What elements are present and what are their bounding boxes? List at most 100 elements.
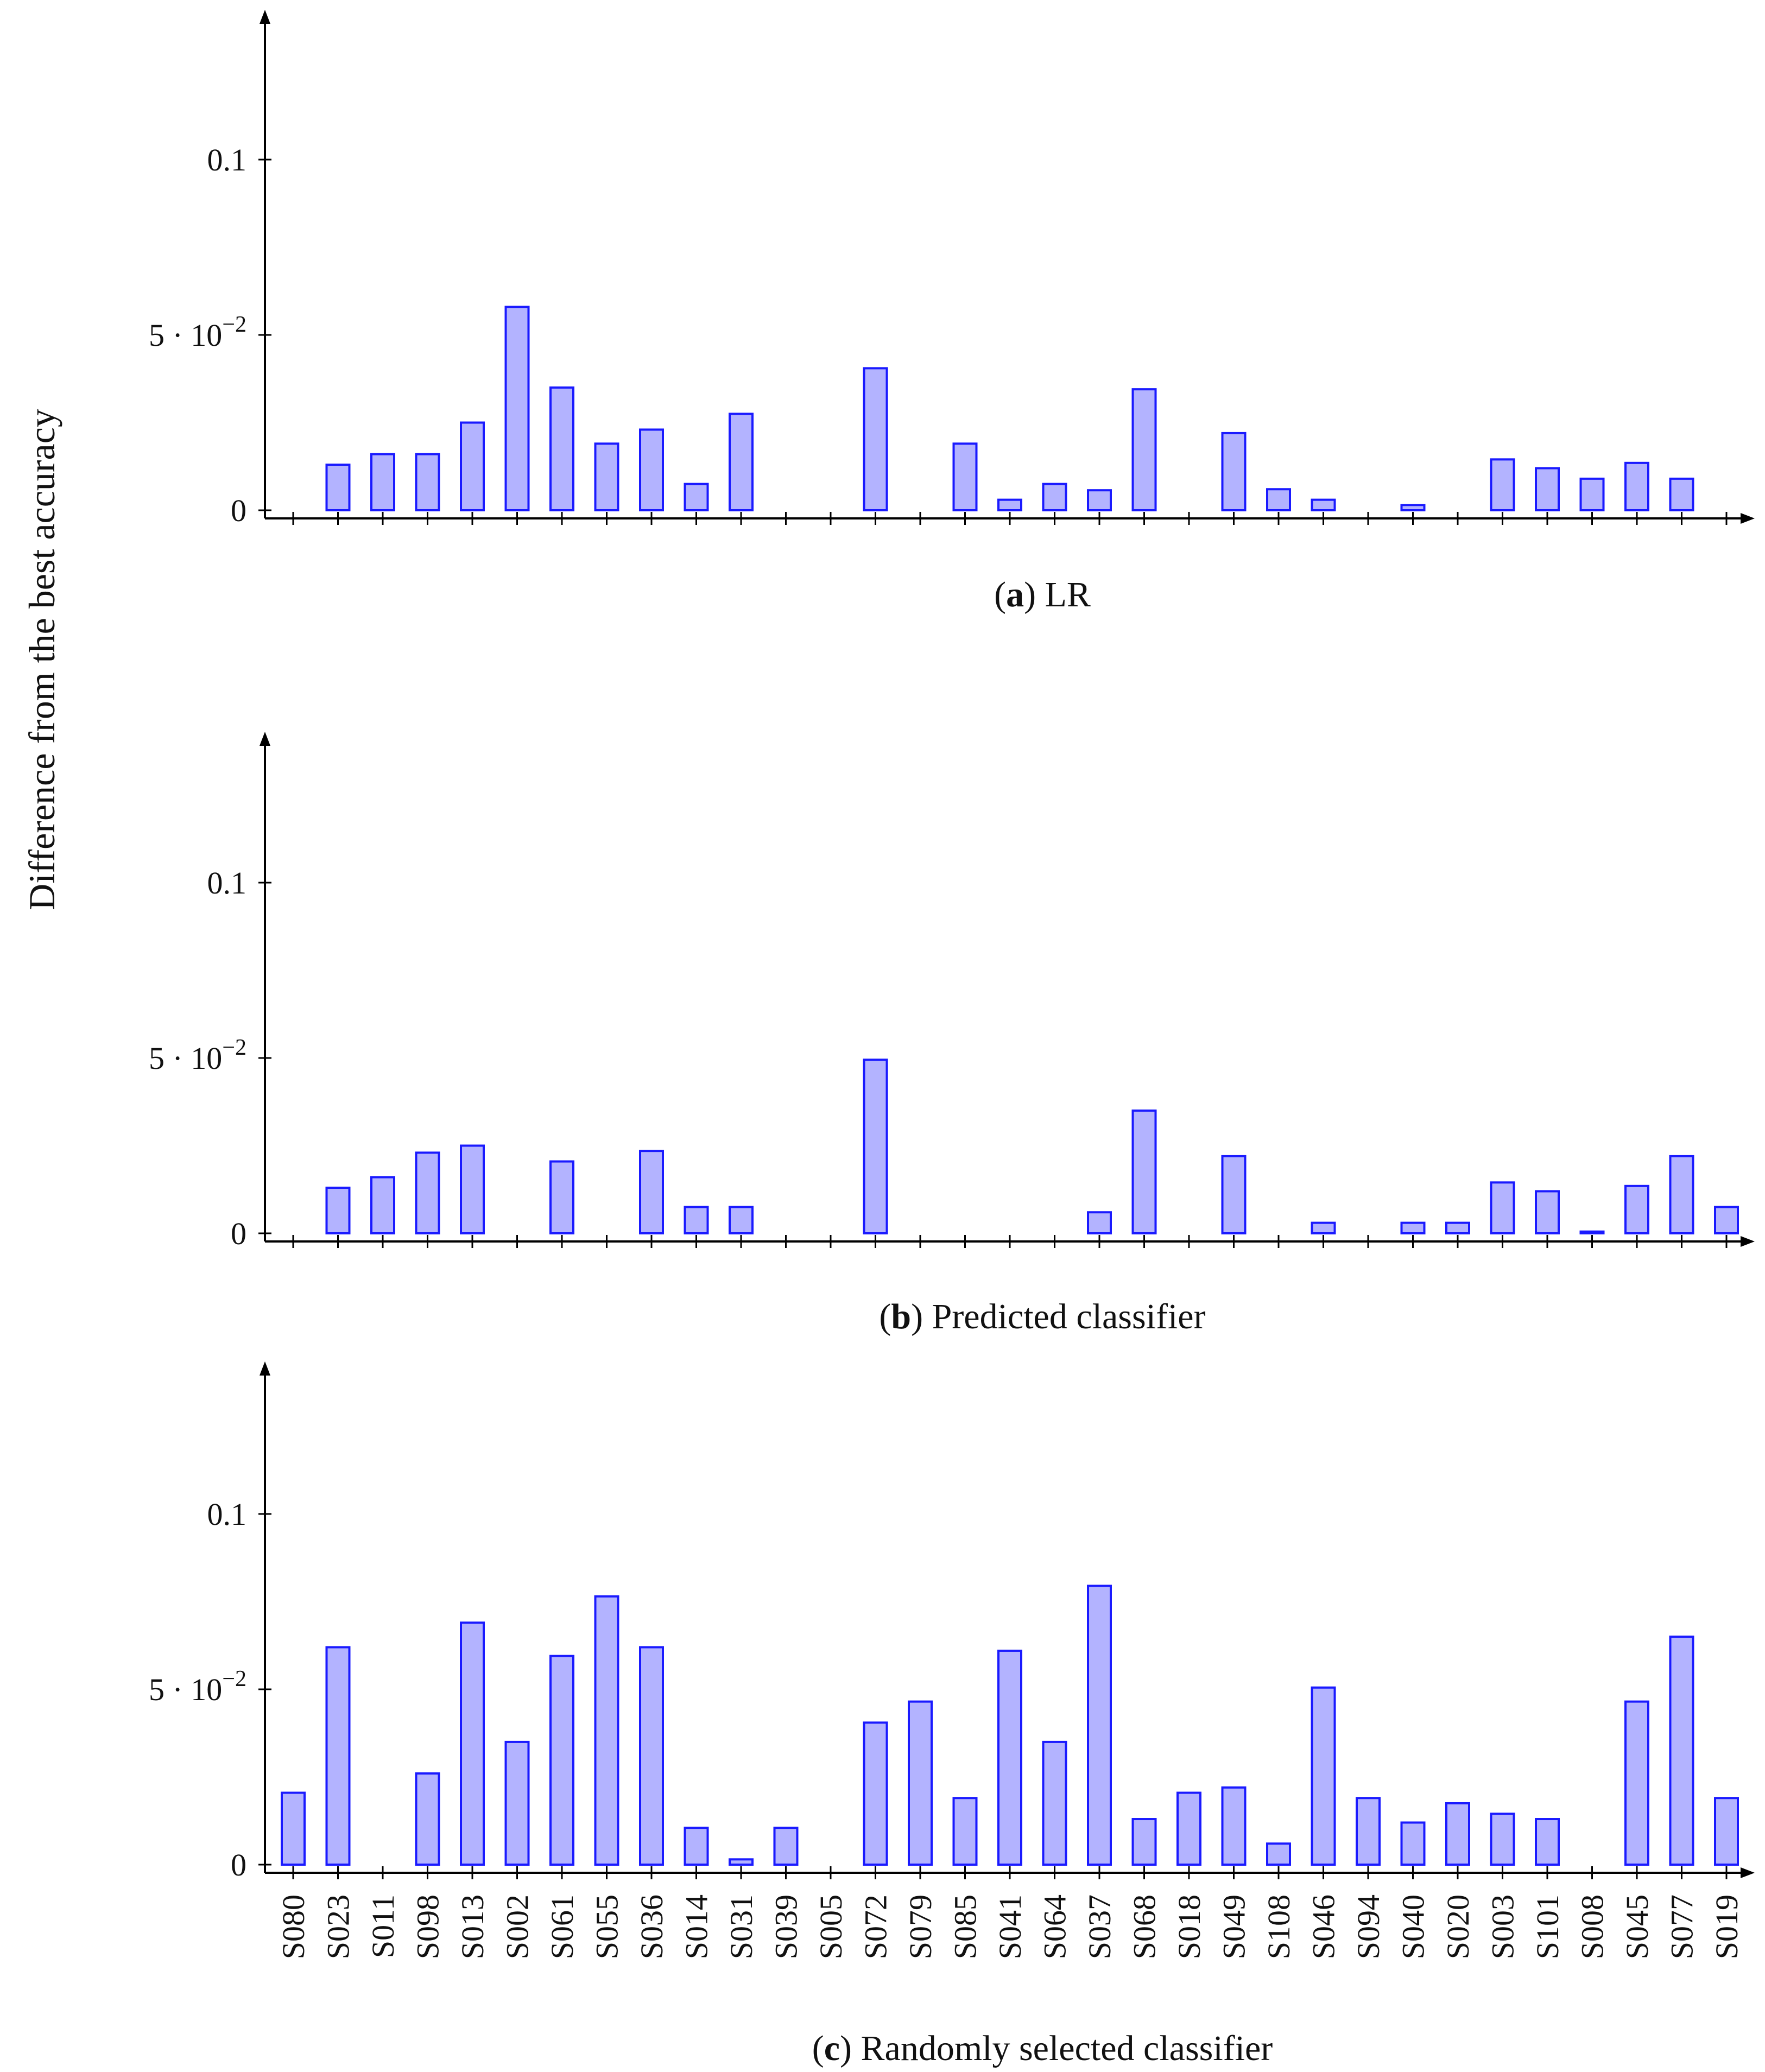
bar-S040 — [1400, 504, 1426, 511]
bar-S098 — [415, 1151, 440, 1234]
bar-S049 — [1221, 432, 1247, 511]
caption-a-letter: a — [1006, 575, 1024, 614]
category-label-S020: S020 — [1440, 1894, 1476, 1959]
bar-S011 — [370, 453, 395, 512]
category-label-S040: S040 — [1396, 1894, 1431, 1959]
bar-S077 — [1669, 1636, 1694, 1866]
category-label-S011: S011 — [365, 1894, 401, 1958]
y-tick-label-exponent: −2 — [222, 1667, 246, 1691]
bar-S108 — [1266, 1842, 1291, 1866]
category-label-S061: S061 — [545, 1894, 580, 1959]
bar-S040 — [1400, 1821, 1426, 1866]
x-axis-arrowhead — [1741, 1867, 1755, 1878]
category-label-S068: S068 — [1127, 1894, 1162, 1959]
caption-c-text: Randomly selected classifier — [861, 2029, 1273, 2068]
bar-S023 — [325, 464, 351, 512]
y-tick-label-exponent: −2 — [222, 312, 246, 337]
bar-S020 — [1445, 1221, 1470, 1235]
bar-S013 — [460, 1621, 485, 1866]
caption-c: (c) Randomly selected classifier — [812, 2029, 1273, 2068]
bar-S031 — [729, 413, 754, 511]
y-tick-label: 0 — [231, 1847, 246, 1883]
category-label-S049: S049 — [1217, 1894, 1252, 1959]
y-axis-arrowhead — [260, 732, 270, 746]
bar-S002 — [504, 1740, 530, 1866]
category-label-S041: S041 — [992, 1894, 1028, 1959]
bar-S019 — [1714, 1206, 1739, 1235]
y-axis-arrowhead — [260, 1361, 270, 1376]
bar-S077 — [1669, 1155, 1694, 1234]
bar-S023 — [325, 1187, 351, 1235]
bar-S037 — [1087, 1585, 1112, 1866]
bar-S031 — [729, 1206, 754, 1235]
bar-S101 — [1535, 467, 1560, 511]
category-label-S080: S080 — [276, 1894, 311, 1959]
category-label-S008: S008 — [1575, 1894, 1610, 1959]
category-label-S085: S085 — [948, 1894, 983, 1959]
y-tick-label: 0 — [231, 493, 246, 528]
y-tick-label-base: 5 · 10 — [149, 1041, 222, 1076]
y-tick-label-base: 5 · 10 — [149, 318, 222, 353]
chart-panel-b: 0 5 · 10−2 0.1 — [149, 732, 1755, 1251]
category-label-S098: S098 — [410, 1894, 446, 1959]
bar-S045 — [1624, 461, 1649, 511]
bar-S077 — [1669, 477, 1694, 511]
bar-S036 — [639, 1150, 664, 1234]
category-label-S005: S005 — [813, 1894, 849, 1959]
bar-S037 — [1087, 1211, 1112, 1234]
bar-S018 — [1176, 1791, 1201, 1866]
category-label-S046: S046 — [1306, 1894, 1342, 1959]
bar-S055 — [594, 1595, 619, 1866]
bar-S101 — [1535, 1190, 1560, 1234]
caption-b-text: Predicted classifier — [932, 1297, 1206, 1336]
bar-S085 — [952, 442, 978, 512]
y-tick-label: 0.1 — [207, 865, 247, 901]
category-label-S072: S072 — [858, 1894, 894, 1959]
bar-S061 — [549, 1655, 574, 1866]
bar-S023 — [325, 1646, 351, 1866]
bar-S080 — [281, 1791, 306, 1866]
bar-S068 — [1131, 1818, 1157, 1866]
bar-S008 — [1579, 477, 1605, 511]
bar-S037 — [1087, 489, 1112, 511]
y-tick-label: 0.1 — [207, 1497, 247, 1532]
category-label-S037: S037 — [1082, 1894, 1117, 1959]
bar-S046 — [1311, 1221, 1336, 1235]
chart-panel-a: 0 5 · 10−2 0.1 — [149, 10, 1755, 528]
category-label-S013: S013 — [455, 1894, 490, 1959]
bar-S094 — [1356, 1797, 1381, 1866]
y-tick-label: 0.1 — [207, 142, 247, 178]
y-tick-label-base: 5 · 10 — [149, 1672, 222, 1707]
bar-S072 — [863, 1059, 888, 1234]
bar-S049 — [1221, 1786, 1247, 1866]
category-label-S031: S031 — [724, 1894, 759, 1959]
category-label-S101: S101 — [1530, 1894, 1565, 1959]
category-label-S036: S036 — [634, 1894, 669, 1959]
bar-S002 — [504, 306, 530, 511]
bar-S020 — [1445, 1802, 1470, 1866]
bar-S011 — [370, 1176, 395, 1234]
bar-S041 — [997, 1649, 1022, 1866]
bar-S085 — [952, 1797, 978, 1866]
bar-S068 — [1131, 1109, 1157, 1235]
bar-S014 — [684, 1206, 709, 1235]
bar-S049 — [1221, 1155, 1247, 1234]
bar-S079 — [908, 1700, 933, 1866]
bar-S061 — [549, 1160, 574, 1235]
bar-S003 — [1490, 458, 1515, 512]
bar-S098 — [415, 453, 440, 512]
y-tick-label: 0 — [231, 1216, 246, 1251]
bar-S013 — [460, 1144, 485, 1234]
bar-S014 — [684, 1827, 709, 1866]
bar-S013 — [460, 421, 485, 511]
y-tick-label-exponent: −2 — [222, 1035, 246, 1060]
bar-S072 — [863, 1721, 888, 1866]
bar-S045 — [1624, 1184, 1649, 1235]
bar-S098 — [415, 1772, 440, 1866]
bar-S061 — [549, 386, 574, 512]
bar-S003 — [1490, 1813, 1515, 1866]
caption-b-letter: b — [891, 1297, 911, 1336]
x-axis-arrowhead — [1741, 1236, 1755, 1247]
bar-S031 — [729, 1858, 754, 1866]
